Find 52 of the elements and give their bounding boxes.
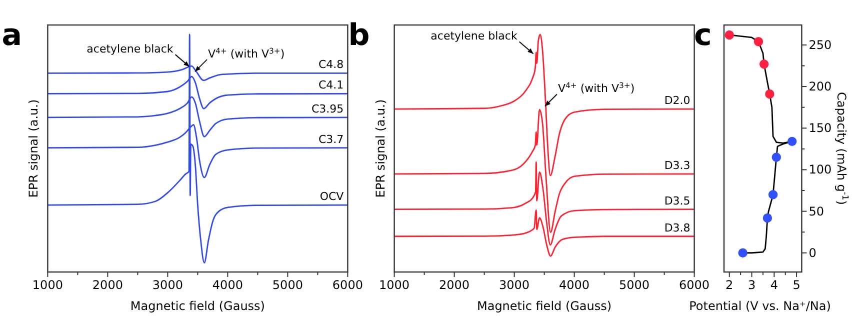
y2-tick-label: 50 bbox=[808, 204, 824, 218]
series-label: OCV bbox=[320, 190, 344, 204]
x-tick-label: 4000 bbox=[212, 278, 243, 292]
point bbox=[724, 30, 734, 40]
series-label: C3.95 bbox=[312, 102, 344, 116]
x-tick-label: 2000 bbox=[92, 278, 123, 292]
x-tick-label: 1000 bbox=[32, 278, 63, 292]
point bbox=[765, 89, 774, 99]
x-tick-label: 5 bbox=[792, 278, 800, 292]
x-tick-label: 6000 bbox=[679, 278, 710, 292]
x-tick-label: 5000 bbox=[619, 278, 650, 292]
point bbox=[772, 152, 781, 162]
x-tick-label: 4000 bbox=[559, 278, 590, 292]
annotation: V$^{4+}$ (with V$^{3+}$) bbox=[208, 46, 285, 61]
series-label: D2.0 bbox=[664, 94, 690, 108]
x-tick-label: 4 bbox=[770, 278, 778, 292]
y2-tick-label: 100 bbox=[808, 162, 832, 177]
y-axis-title: EPR signal (a.u.) bbox=[373, 99, 388, 198]
point bbox=[754, 37, 764, 46]
point bbox=[762, 213, 772, 223]
x-tick-label: 2000 bbox=[439, 278, 470, 292]
chart-title: c bbox=[694, 18, 712, 53]
x-tick-label: 1000 bbox=[379, 278, 410, 292]
chart-title: a bbox=[2, 18, 22, 53]
y-axis-title: EPR signal (a.u.) bbox=[26, 99, 41, 198]
x-tick-label: 3000 bbox=[499, 278, 530, 292]
x-axis-title: Potential (V vs. Na⁺/Na) bbox=[689, 299, 831, 313]
series-label: C4.8 bbox=[318, 58, 344, 72]
point bbox=[768, 190, 778, 200]
x-tick-label: 2 bbox=[726, 278, 734, 292]
y2-tick-label: 200 bbox=[808, 80, 832, 94]
chart-title: b bbox=[348, 18, 370, 53]
series-label: D3.8 bbox=[664, 221, 690, 234]
x-axis-title: Magnetic field (Gauss) bbox=[130, 299, 266, 313]
x-tick-label: 5000 bbox=[272, 278, 303, 292]
point bbox=[738, 248, 748, 258]
series-label: C3.7 bbox=[318, 132, 344, 146]
y2-tick-label: 150 bbox=[808, 121, 832, 136]
y2-tick-label: 250 bbox=[808, 38, 832, 52]
x-tick-label: 6000 bbox=[332, 278, 363, 292]
x-axis-title: Magnetic field (Gauss) bbox=[476, 299, 612, 313]
annotation: acetylene black bbox=[86, 42, 174, 56]
series-label: C4.1 bbox=[318, 78, 344, 92]
series-label: D3.5 bbox=[664, 194, 690, 208]
point bbox=[759, 59, 769, 69]
annotation: acetylene black bbox=[430, 30, 518, 43]
x-tick-label: 3000 bbox=[152, 278, 183, 292]
point bbox=[787, 136, 797, 146]
series-label: D3.3 bbox=[664, 158, 690, 172]
y2-tick-label: 0 bbox=[808, 246, 816, 260]
annotation: V$^{4+}$ (with V$^{3+}$) bbox=[558, 80, 635, 96]
x-tick-label: 3 bbox=[748, 278, 756, 292]
